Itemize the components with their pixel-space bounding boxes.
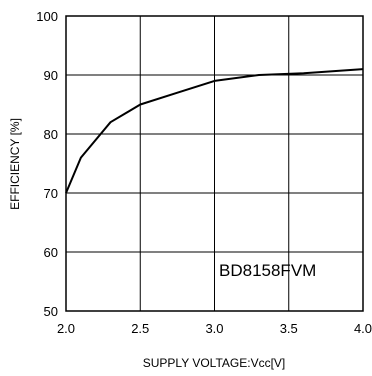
y-axis-label: EFFICIENCY [%] [8, 118, 22, 210]
series-layer [65, 68, 364, 194]
x-tick-label: 4.0 [354, 321, 372, 336]
x-tick-label: 3.0 [205, 321, 223, 336]
y-tick-label: 70 [44, 186, 58, 201]
y-tick-label: 80 [44, 127, 58, 142]
y-tick-label: 100 [36, 9, 58, 24]
x-tick-label: 2.5 [131, 321, 149, 336]
plot-frame [65, 15, 364, 312]
y-tick-labels: 50 60 70 80 90 100 [36, 9, 58, 319]
efficiency-series-line [65, 68, 364, 194]
x-axis-label: SUPPLY VOLTAGE:Vcc[V] [143, 356, 286, 370]
chart-annotation: BD8158FVM [219, 261, 316, 280]
x-tick-label: 2.0 [57, 321, 75, 336]
y-tick-label: 90 [44, 68, 58, 83]
y-tick-label: 60 [44, 245, 58, 260]
grid-lines [66, 16, 363, 311]
x-tick-labels: 2.0 2.5 3.0 3.5 4.0 [57, 321, 372, 336]
y-tick-label: 50 [44, 304, 58, 319]
x-tick-label: 3.5 [280, 321, 298, 336]
